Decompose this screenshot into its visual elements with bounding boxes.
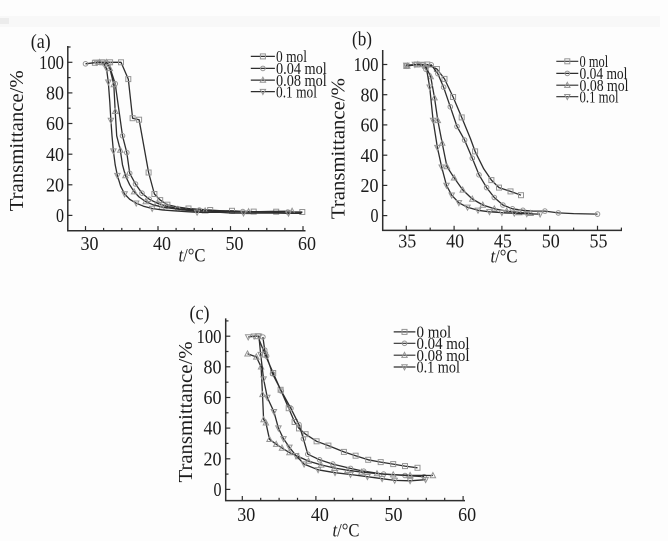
svg-text:(c): (c) [190,303,210,325]
svg-text:60: 60 [298,234,316,255]
svg-text:50: 50 [542,232,560,253]
svg-text:0.08 mol: 0.08 mol [276,71,327,90]
svg-text:40: 40 [46,145,64,166]
svg-text:30: 30 [81,234,99,255]
svg-text:60: 60 [458,505,476,526]
svg-text:30: 30 [237,505,255,526]
svg-text:0.08 mol: 0.08 mol [580,76,629,95]
svg-text:Transmittance/%: Transmittance/% [328,78,350,219]
svg-text:0.1 mol: 0.1 mol [580,87,619,106]
svg-text:0.1 mol: 0.1 mol [276,82,317,101]
svg-text:0 mol: 0 mol [276,47,307,66]
svg-text:60: 60 [361,116,379,137]
svg-text:0: 0 [56,206,64,227]
svg-text:20: 20 [204,449,222,470]
svg-text:60: 60 [46,114,64,135]
svg-text:0.04 mol: 0.04 mol [276,59,327,78]
svg-text:0: 0 [371,206,379,227]
svg-text:50: 50 [385,505,403,526]
svg-text:20: 20 [361,176,379,197]
svg-text:80: 80 [361,85,379,106]
svg-text:80: 80 [46,84,64,105]
svg-text:0 mol: 0 mol [417,323,452,342]
svg-text:20: 20 [46,175,64,196]
svg-text:80: 80 [204,357,222,378]
svg-text:40: 40 [446,232,464,253]
svg-text:(a): (a) [31,31,51,53]
svg-text:40: 40 [311,505,329,526]
svg-text:Transmittance/%: Transmittance/% [175,342,197,483]
svg-text:100: 100 [197,327,222,348]
svg-text:(b): (b) [352,28,372,50]
svg-text:t/°C: t/°C [333,521,360,541]
svg-text:40: 40 [361,146,379,167]
svg-text:0.04 mol: 0.04 mol [580,64,628,83]
svg-text:t/°C: t/°C [179,246,206,267]
svg-text:t/°C: t/°C [491,247,518,268]
svg-text:55: 55 [590,232,608,253]
svg-text:45: 45 [494,232,512,253]
svg-text:0.04 mol: 0.04 mol [417,334,470,353]
svg-text:60: 60 [204,388,222,409]
svg-text:Transmittance/%: Transmittance/% [6,70,28,211]
svg-text:0.1 mol: 0.1 mol [417,358,461,377]
svg-text:100: 100 [354,55,379,76]
svg-text:40: 40 [153,234,171,255]
svg-text:0 mol: 0 mol [580,52,609,71]
svg-text:100: 100 [39,53,64,74]
svg-text:0: 0 [214,480,222,501]
svg-text:40: 40 [204,419,222,440]
svg-text:0.08 mol: 0.08 mol [417,346,470,365]
svg-text:50: 50 [226,234,244,255]
svg-text:35: 35 [398,232,416,253]
